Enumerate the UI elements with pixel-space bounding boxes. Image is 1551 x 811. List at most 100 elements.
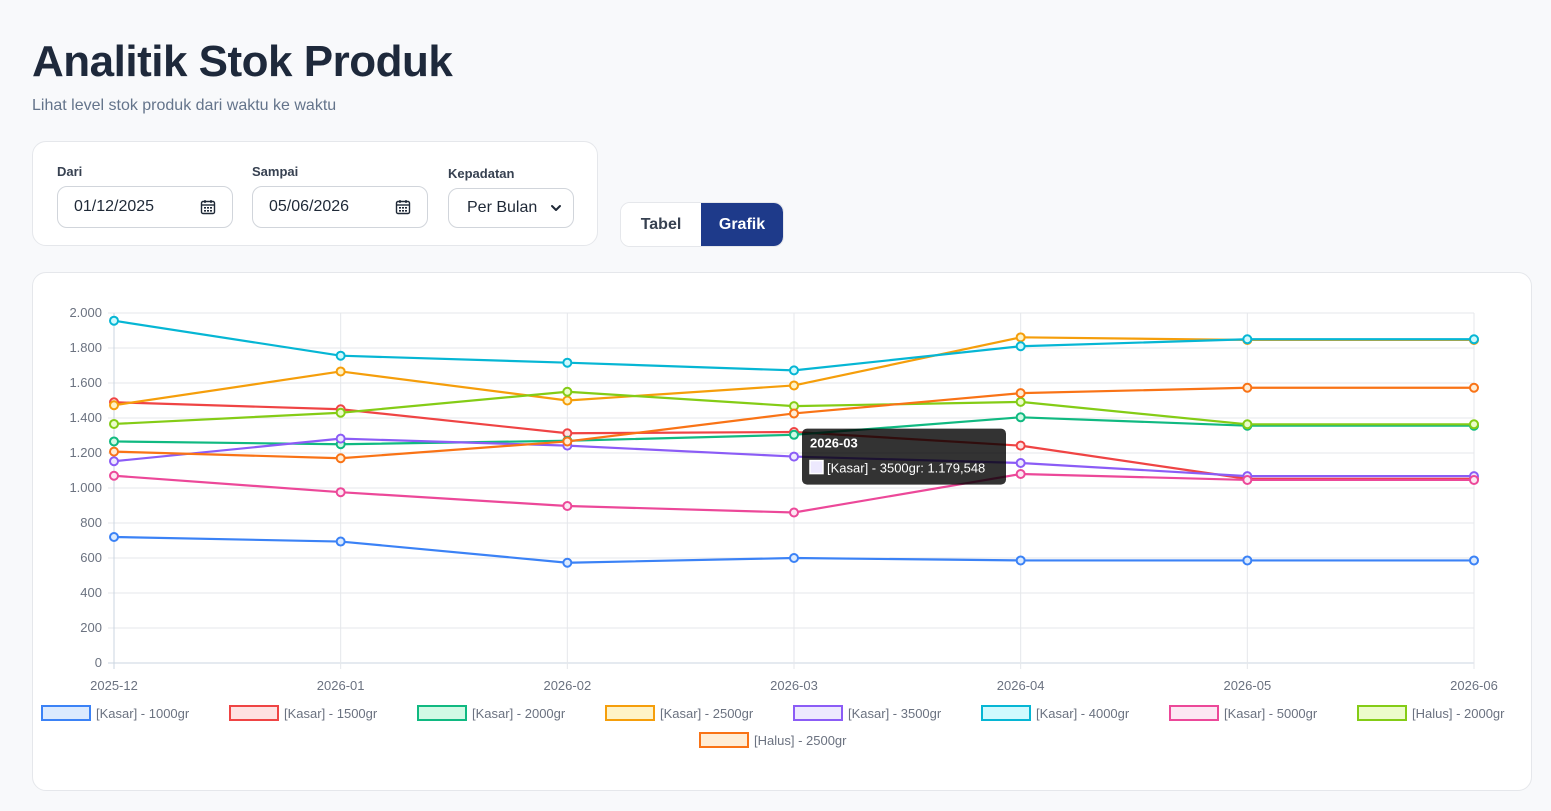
series-group xyxy=(109,315,1479,376)
legend-label: [Kasar] - 5000gr xyxy=(1224,706,1318,721)
data-point[interactable] xyxy=(335,487,346,498)
data-point[interactable] xyxy=(109,400,119,411)
filter-card: Dari 01/12/2025 Sampai 05/06/2026 xyxy=(32,141,598,246)
legend-swatch xyxy=(793,705,843,721)
data-point[interactable] xyxy=(109,456,119,467)
x-tick-label: 2026-04 xyxy=(997,678,1045,693)
data-point[interactable] xyxy=(1469,382,1479,393)
tooltip-swatch xyxy=(809,459,824,475)
data-point[interactable] xyxy=(789,365,799,376)
data-point[interactable] xyxy=(109,470,119,481)
data-point[interactable] xyxy=(1015,555,1026,566)
data-point[interactable] xyxy=(335,366,346,377)
data-point[interactable] xyxy=(335,433,346,444)
from-date-input[interactable]: 01/12/2025 xyxy=(57,186,233,228)
page-subtitle: Lihat level stok produk dari waktu ke wa… xyxy=(32,97,337,114)
data-point[interactable] xyxy=(789,408,799,419)
data-point[interactable] xyxy=(789,429,799,440)
density-label: Kepadatan xyxy=(448,166,515,181)
y-tick-label: 800 xyxy=(80,515,102,530)
data-point[interactable] xyxy=(562,386,573,397)
x-tick-label: 2026-01 xyxy=(317,678,365,693)
series-group xyxy=(109,532,1479,568)
legend-item[interactable]: [Halus] - 2500gr xyxy=(699,732,847,748)
legend-label: [Halus] - 2500gr xyxy=(754,733,847,748)
tab-chart[interactable]: Grafik xyxy=(701,203,783,246)
data-point[interactable] xyxy=(1242,474,1253,485)
data-point[interactable] xyxy=(562,557,573,568)
data-point[interactable] xyxy=(562,395,573,406)
chart-tooltip: 2026-03 [Kasar] - 3500gr: 1.179,548 xyxy=(802,428,1006,485)
chart-card: 0 200 400 600 800 1.000 1.200 1.400 1.600 1.800 2.… xyxy=(32,272,1532,791)
data-point[interactable] xyxy=(1015,412,1026,423)
y-tick-label: 1.000 xyxy=(69,480,102,495)
data-point[interactable] xyxy=(562,436,573,447)
data-point[interactable] xyxy=(335,536,346,547)
data-point[interactable] xyxy=(562,501,573,512)
y-tick-label: 0 xyxy=(95,655,102,670)
data-point[interactable] xyxy=(1242,382,1253,393)
series-group xyxy=(109,386,1479,430)
data-point[interactable] xyxy=(1015,332,1026,343)
density-select[interactable]: Per Bulan xyxy=(448,188,574,228)
data-point[interactable] xyxy=(1242,555,1253,566)
to-field: Sampai 05/06/2026 xyxy=(252,164,428,228)
legend-item[interactable]: [Kasar] - 5000gr xyxy=(1169,705,1318,721)
data-point[interactable] xyxy=(562,357,573,368)
data-point[interactable] xyxy=(789,380,799,391)
data-point[interactable] xyxy=(789,507,799,518)
x-tick-label: 2026-06 xyxy=(1450,678,1498,693)
data-point[interactable] xyxy=(1015,469,1026,479)
data-point[interactable] xyxy=(789,553,799,563)
data-point[interactable] xyxy=(335,453,346,464)
y-tick-label: 1.600 xyxy=(69,375,102,390)
data-point[interactable] xyxy=(1469,419,1479,430)
data-point[interactable] xyxy=(109,436,119,447)
legend-item[interactable]: [Halus] - 2000gr xyxy=(1357,705,1505,721)
from-field: Dari 01/12/2025 xyxy=(57,164,233,228)
legend-item[interactable]: [Kasar] - 4000gr xyxy=(981,705,1130,721)
data-point[interactable] xyxy=(1469,334,1479,345)
y-tick-label: 1.800 xyxy=(69,340,102,355)
data-point[interactable] xyxy=(1242,334,1253,345)
to-date-input[interactable]: 05/06/2026 xyxy=(252,186,428,228)
legend-label: [Kasar] - 2000gr xyxy=(472,706,566,721)
legend-item[interactable]: [Kasar] - 3500gr xyxy=(793,705,942,721)
legend-swatch xyxy=(229,705,279,721)
legend-label: [Halus] - 2000gr xyxy=(1412,706,1505,721)
density-value: Per Bulan xyxy=(467,199,538,216)
data-point[interactable] xyxy=(109,532,119,542)
x-tick-label: 2026-05 xyxy=(1223,678,1271,693)
data-point[interactable] xyxy=(1469,555,1479,566)
data-point[interactable] xyxy=(1015,457,1026,468)
tab-table[interactable]: Tabel xyxy=(621,203,701,246)
legend-item[interactable]: [Kasar] - 1000gr xyxy=(41,705,190,721)
data-point[interactable] xyxy=(109,315,119,326)
legend-swatch xyxy=(605,705,655,721)
data-point[interactable] xyxy=(1015,388,1026,399)
data-point[interactable] xyxy=(789,451,799,462)
legend-item[interactable]: [Kasar] - 2500gr xyxy=(605,705,754,721)
data-point[interactable] xyxy=(109,446,119,457)
data-point[interactable] xyxy=(335,407,346,418)
legend-item[interactable]: [Kasar] - 1500gr xyxy=(229,705,378,721)
data-point[interactable] xyxy=(1015,440,1026,451)
legend-label: [Kasar] - 1000gr xyxy=(96,706,190,721)
legend-label: [Kasar] - 3500gr xyxy=(848,706,942,721)
data-point[interactable] xyxy=(335,350,346,361)
density-field: Kepadatan Per Bulan xyxy=(448,166,574,228)
data-point[interactable] xyxy=(1242,419,1253,430)
y-tick-label: 400 xyxy=(80,585,102,600)
data-point[interactable] xyxy=(1015,341,1026,352)
y-tick-label: 2.000 xyxy=(69,305,102,320)
chevron-down-icon xyxy=(549,201,563,215)
data-point[interactable] xyxy=(109,418,119,429)
calendar-icon[interactable] xyxy=(200,199,216,215)
data-point[interactable] xyxy=(1015,396,1026,407)
data-point[interactable] xyxy=(1469,474,1479,485)
legend-swatch xyxy=(417,705,467,721)
page-title: Analitik Stok Produk xyxy=(32,37,453,86)
calendar-icon[interactable] xyxy=(395,199,411,215)
legend-item[interactable]: [Kasar] - 2000gr xyxy=(417,705,566,721)
y-tick-label: 600 xyxy=(80,550,102,565)
